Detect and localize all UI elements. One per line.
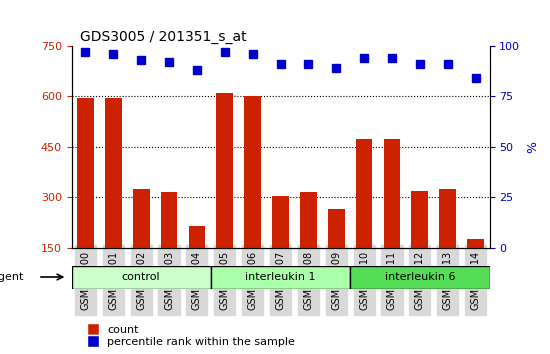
Bar xyxy=(383,138,400,298)
Bar xyxy=(244,96,261,298)
Text: agent: agent xyxy=(0,272,24,282)
Bar xyxy=(211,266,350,289)
Bar xyxy=(350,266,490,289)
Bar xyxy=(356,138,372,298)
Bar xyxy=(328,209,345,298)
Text: control: control xyxy=(122,272,161,282)
Text: interleukin 1: interleukin 1 xyxy=(245,272,316,282)
Bar xyxy=(105,98,122,298)
Bar xyxy=(439,189,456,298)
Bar xyxy=(161,192,178,298)
Text: GDS3005 / 201351_s_at: GDS3005 / 201351_s_at xyxy=(80,30,246,44)
Bar xyxy=(272,196,289,298)
Legend: count, percentile rank within the sample: count, percentile rank within the sample xyxy=(77,321,299,352)
Bar xyxy=(77,98,94,298)
Text: interleukin 6: interleukin 6 xyxy=(384,272,455,282)
Bar xyxy=(300,192,317,298)
Bar xyxy=(411,190,428,298)
Bar xyxy=(467,239,484,298)
Bar xyxy=(72,266,211,289)
Bar xyxy=(216,93,233,298)
Y-axis label: %: % xyxy=(526,141,539,153)
Bar xyxy=(189,226,205,298)
Bar xyxy=(133,189,150,298)
